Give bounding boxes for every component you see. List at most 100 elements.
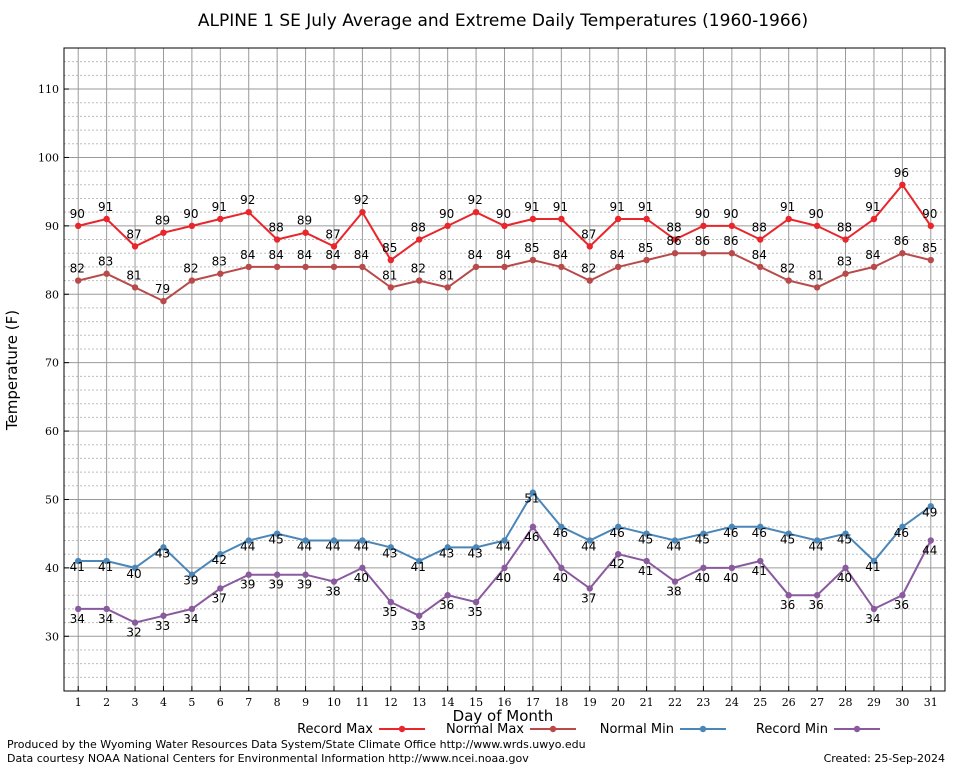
data-point xyxy=(330,578,338,585)
data-label: 84 xyxy=(496,248,511,262)
data-point xyxy=(643,557,650,565)
data-label: 36 xyxy=(808,598,823,612)
x-tick-label: 18 xyxy=(554,696,568,709)
series-group: 90 91 87 89 90 91 92 88 89 87 92 85 88 90 92 90 91 91 87 91… xyxy=(70,166,938,640)
data-point xyxy=(728,523,736,531)
data-label: 39 xyxy=(269,578,284,592)
data-point xyxy=(728,222,736,230)
data-point xyxy=(899,592,906,599)
data-point xyxy=(870,605,878,613)
data-label: 91 xyxy=(610,200,625,214)
x-tick-label: 30 xyxy=(895,696,909,709)
data-point xyxy=(273,571,281,578)
data-point xyxy=(529,215,537,223)
data-label: 41 xyxy=(411,560,426,574)
data-label: 84 xyxy=(553,248,568,262)
data-point xyxy=(700,222,707,230)
legend-item: Normal Min xyxy=(600,722,726,737)
data-point xyxy=(813,537,821,544)
data-label: 33 xyxy=(411,619,426,633)
data-label: 88 xyxy=(752,221,767,235)
data-label: 34 xyxy=(865,612,880,626)
data-label: 51 xyxy=(524,492,539,506)
data-label: 81 xyxy=(808,268,823,282)
data-label: 45 xyxy=(780,533,795,547)
data-label: 91 xyxy=(865,200,880,214)
data-point xyxy=(614,550,622,558)
data-label: 91 xyxy=(98,200,113,214)
data-label: 44 xyxy=(922,544,937,558)
x-tick-label: 8 xyxy=(274,696,281,709)
data-label: 87 xyxy=(126,227,141,241)
data-label: 84 xyxy=(354,248,369,262)
data-point xyxy=(643,530,650,537)
y-tick-label: 50 xyxy=(45,493,59,506)
data-point xyxy=(757,557,764,565)
data-label: 92 xyxy=(467,193,482,207)
data-label: 38 xyxy=(666,585,681,599)
data-label: 44 xyxy=(297,540,312,554)
data-point xyxy=(359,208,366,216)
data-point xyxy=(387,256,395,264)
data-point xyxy=(501,263,508,271)
data-point xyxy=(813,222,821,230)
data-label: 35 xyxy=(467,605,482,619)
data-point xyxy=(330,263,338,271)
x-tick-label: 10 xyxy=(327,696,341,709)
data-point xyxy=(614,523,622,531)
x-tick-label: 9 xyxy=(302,696,309,709)
data-label: 34 xyxy=(98,612,113,626)
data-point xyxy=(529,489,537,496)
x-tick-label: 19 xyxy=(583,696,597,709)
data-point xyxy=(529,256,537,264)
data-point xyxy=(188,277,196,284)
data-point xyxy=(131,284,139,291)
data-label: 45 xyxy=(695,533,710,547)
data-point xyxy=(785,277,792,284)
data-point xyxy=(444,544,451,551)
data-point xyxy=(217,215,224,223)
data-point xyxy=(103,605,110,613)
data-label: 41 xyxy=(638,564,653,578)
x-tick-label: 31 xyxy=(924,696,938,709)
data-point xyxy=(330,243,338,250)
data-point xyxy=(359,564,366,572)
data-point xyxy=(387,598,395,606)
data-label: 81 xyxy=(382,268,397,282)
x-tick-label: 28 xyxy=(839,696,853,709)
data-label: 40 xyxy=(553,571,568,585)
data-label: 45 xyxy=(638,533,653,547)
x-tick-label: 2 xyxy=(103,696,110,709)
data-point xyxy=(387,544,395,551)
data-point xyxy=(785,530,792,537)
data-label: 82 xyxy=(411,262,426,276)
x-tick-label: 1 xyxy=(75,696,82,709)
x-tick-label: 26 xyxy=(782,696,796,709)
data-label: 88 xyxy=(411,221,426,235)
data-label: 84 xyxy=(752,248,767,262)
data-point xyxy=(160,229,167,236)
legend: Record Max Normal Max Normal Min Record Min xyxy=(297,722,880,737)
legend-label: Record Min xyxy=(756,722,828,737)
data-point xyxy=(160,297,167,305)
data-point xyxy=(813,284,821,291)
data-point xyxy=(927,537,934,544)
data-label: 40 xyxy=(837,571,852,585)
data-point xyxy=(842,236,849,243)
data-point xyxy=(586,277,593,284)
data-point xyxy=(671,578,679,585)
data-label: 92 xyxy=(354,193,369,207)
data-point xyxy=(330,537,338,544)
data-label: 46 xyxy=(553,526,568,540)
legend-label: Record Max xyxy=(297,722,373,737)
data-label: 83 xyxy=(98,255,113,269)
data-point xyxy=(728,564,736,572)
data-label: 40 xyxy=(723,571,738,585)
data-label: 41 xyxy=(98,560,113,574)
data-point xyxy=(671,250,679,257)
data-label: 46 xyxy=(524,530,539,544)
legend-item: Normal Max xyxy=(446,722,576,737)
data-label: 90 xyxy=(808,207,823,221)
data-point xyxy=(586,243,593,250)
